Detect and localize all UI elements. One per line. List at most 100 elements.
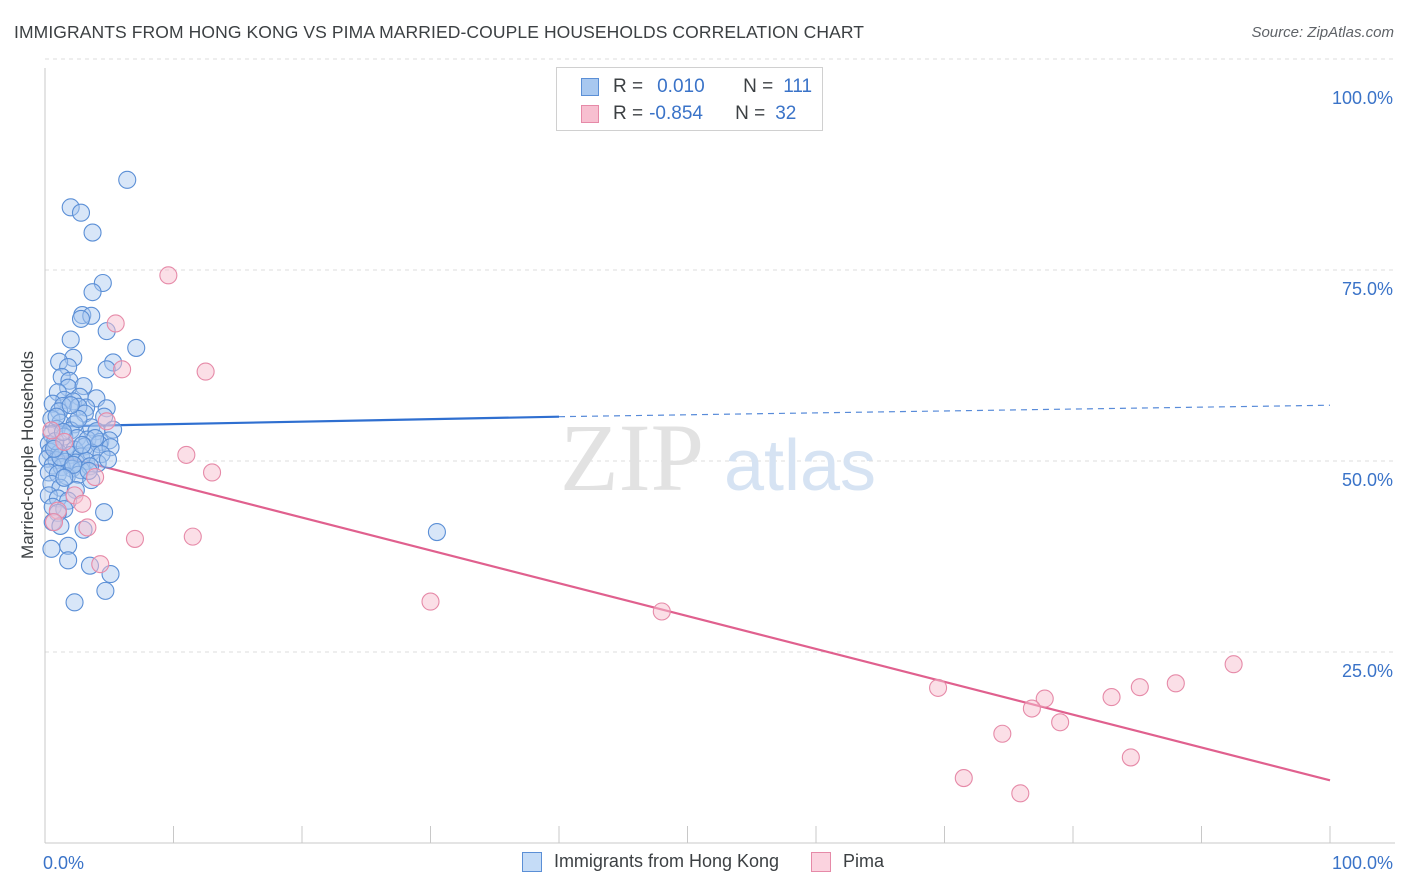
stats-legend: R = 0.010 N = 111 R = -0.854 N = 32 [556,67,823,131]
data-point-pima [1121,748,1140,767]
data-point-pima [1166,674,1185,693]
data-point-pima [1224,655,1243,674]
data-point-pima [1011,784,1030,803]
data-point-hong-kong [73,435,92,455]
data-point-pima [73,494,92,513]
tick-labels: 100.0% 75.0% 50.0% 25.0% 0.0% 100.0% [43,88,1393,873]
legend-label-pima: Pima [843,851,885,871]
data-point-pima [196,362,215,381]
series-pima-points [42,266,1243,803]
data-point-pima [125,529,144,548]
data-point-hong-kong [83,283,102,302]
data-point-pima [55,432,74,451]
data-point-pima [954,769,973,788]
data-point-hong-kong [98,450,118,469]
data-point-pima [993,724,1012,743]
trend-lines [44,404,1331,782]
data-point-hong-kong [427,523,446,542]
data-point-hong-kong [74,377,93,396]
data-point-pima [106,314,125,333]
y-tick-label: 25.0% [1342,661,1393,681]
data-point-pima [42,421,61,440]
watermark-zip: ZIP [560,404,704,511]
x-tick-label-max: 100.0% [1332,853,1393,873]
data-point-hong-kong [59,551,78,570]
legend-row-pima: R = -0.854 N = 32 [581,102,796,126]
data-point-pima [113,360,132,379]
trend-line-hong-kong [44,415,560,428]
y-tick-label: 50.0% [1342,470,1393,490]
watermark: ZIP atlas [560,404,876,511]
chart-title: IMMIGRANTS FROM HONG KONG VS PIMA MARRIE… [14,22,865,42]
gridlines [45,58,1395,653]
data-point-hong-kong [61,198,80,217]
data-point-pima [1051,713,1070,732]
y-tick-label: 100.0% [1332,88,1393,108]
data-point-hong-kong [69,409,88,429]
data-point-hong-kong [42,539,61,558]
legend-swatch-pink [581,105,599,123]
data-point-pima [177,445,196,464]
data-point-hong-kong [97,360,116,379]
data-point-hong-kong [118,170,137,189]
data-point-hong-kong [95,503,114,522]
data-point-hong-kong [100,431,119,450]
data-point-hong-kong [127,338,146,357]
legend-n-label: N = [735,103,766,124]
data-point-pima [929,678,948,697]
watermark-atlas: atlas [724,426,876,506]
series-legend: Immigrants from Hong Kong Pima [0,851,1406,872]
data-point-pima [1130,678,1149,697]
data-point-hong-kong [59,357,78,377]
series-hong-kong-points [38,170,446,612]
data-point-hong-kong [65,593,84,612]
data-point-hong-kong [61,330,80,349]
legend-item-pima[interactable]: Pima [811,851,884,872]
data-point-pima [44,513,64,532]
data-point-hong-kong [60,371,79,390]
data-point-hong-kong [64,455,83,474]
legend-n-label: N = [743,76,774,97]
legend-label-hong-kong: Immigrants from Hong Kong [553,851,780,871]
legend-swatch-pink [811,851,832,872]
data-point-pima [421,592,440,611]
legend-swatch-blue [581,78,599,96]
data-point-pima [203,463,222,482]
data-point-pima [652,602,671,621]
axes [44,68,1395,844]
legend-swatch-blue [521,851,542,872]
data-point-hong-kong [48,383,67,402]
legend-r-label: R = [613,76,644,97]
legend-r-value: -0.854 [649,103,703,124]
data-point-hong-kong [96,581,115,600]
x-tick-label-min: 0.0% [43,853,84,873]
data-point-hong-kong [93,273,112,293]
data-point-pima [78,518,97,537]
data-point-pima [1022,699,1041,718]
data-point-hong-kong [71,203,91,222]
data-point-pima [1035,689,1054,708]
legend-n-value: 32 [775,103,797,124]
data-point-pima [97,412,116,431]
legend-row-hong-kong: R = 0.010 N = 111 [581,75,812,99]
data-point-hong-kong [55,468,74,487]
legend-r-value: 0.010 [657,76,705,97]
trend-line-pima [44,450,1331,782]
data-point-hong-kong [82,306,101,325]
data-point-hong-kong [71,309,91,328]
data-point-pima [91,555,110,574]
data-point-hong-kong [50,352,69,371]
data-point-hong-kong [61,396,80,415]
source-label: Source: ZipAtlas.com [1251,24,1394,41]
y-tick-label: 75.0% [1342,279,1393,299]
data-point-hong-kong [64,348,83,367]
trend-line-hong-kong-extension [558,404,1331,418]
data-point-pima [159,266,178,285]
legend-r-label: R = [613,103,644,124]
legend-item-hong-kong[interactable]: Immigrants from Hong Kong [521,851,780,872]
legend-n-value: 111 [783,76,813,97]
data-point-pima [86,467,105,487]
data-point-pima [1102,688,1121,707]
data-point-pima [183,527,202,546]
